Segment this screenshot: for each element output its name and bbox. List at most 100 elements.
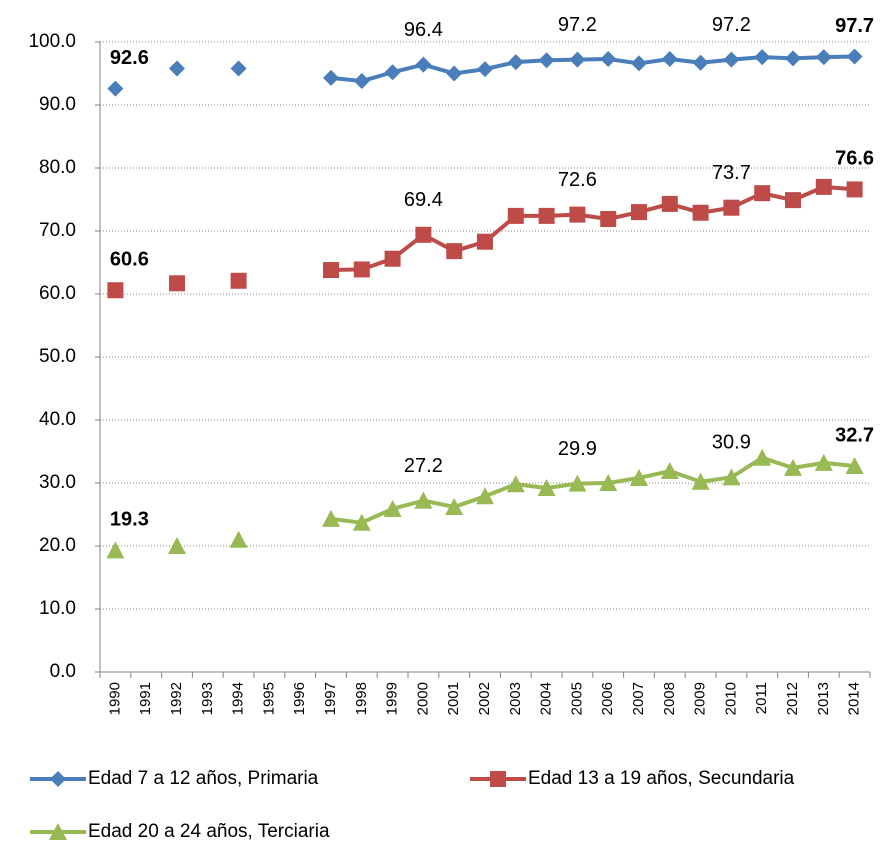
marker — [723, 199, 740, 216]
marker — [230, 272, 247, 289]
x-tick-label: 2012 — [784, 682, 801, 715]
data-label: 69.4 — [404, 189, 443, 211]
marker — [815, 49, 832, 66]
marker — [599, 474, 618, 491]
y-tick-label: 20.0 — [39, 535, 76, 556]
marker — [754, 185, 771, 202]
marker — [784, 458, 802, 476]
legend-label: Edad 13 a 19 años, Secundaria — [528, 768, 795, 789]
marker — [569, 51, 586, 68]
marker — [384, 250, 401, 267]
marker — [169, 60, 185, 77]
marker — [323, 262, 339, 279]
marker — [845, 456, 864, 474]
marker — [691, 472, 710, 490]
x-tick-label: 1992 — [168, 682, 185, 715]
y-tick-label: 100.0 — [28, 31, 76, 52]
x-tick-label: 2001 — [445, 682, 462, 715]
x-tick-label: 2008 — [661, 682, 678, 715]
marker — [723, 51, 740, 68]
data-label: 29.9 — [558, 438, 597, 460]
marker — [414, 491, 433, 509]
x-tick-label: 2000 — [414, 682, 431, 715]
data-label: 30.9 — [712, 432, 751, 454]
marker — [168, 537, 186, 554]
y-tick-label: 60.0 — [39, 283, 76, 304]
marker — [353, 73, 370, 90]
marker — [846, 48, 863, 65]
data-label: 76.6 — [835, 148, 874, 170]
marker — [476, 487, 494, 505]
x-tick-label: 2011 — [753, 682, 770, 714]
data-label: 73.7 — [712, 162, 751, 184]
x-tick-label: 2004 — [538, 682, 555, 715]
marker — [814, 453, 833, 471]
marker — [785, 192, 801, 209]
data-label: 97.7 — [835, 15, 874, 37]
marker — [353, 261, 370, 278]
y-tick-label: 30.0 — [39, 472, 76, 493]
marker — [630, 468, 648, 486]
y-tick-label: 70.0 — [39, 220, 76, 241]
marker — [107, 282, 124, 299]
y-tick-label: 80.0 — [39, 157, 76, 178]
marker — [722, 468, 741, 486]
marker — [538, 52, 555, 69]
marker — [600, 211, 617, 228]
x-tick-label: 1990 — [106, 682, 123, 715]
legend-marker — [49, 823, 67, 840]
data-label: 96.4 — [404, 19, 443, 41]
marker — [537, 479, 556, 497]
marker — [506, 475, 525, 493]
data-label: 92.6 — [110, 47, 149, 69]
marker — [384, 64, 401, 81]
marker — [230, 60, 247, 77]
y-tick-label: 50.0 — [39, 346, 76, 367]
marker — [477, 233, 493, 250]
x-tick-label: 2013 — [815, 682, 832, 715]
marker — [352, 513, 371, 531]
data-label: 60.6 — [110, 249, 149, 271]
x-tick-label: 1995 — [260, 682, 277, 715]
data-label: 97.2 — [558, 14, 597, 36]
x-tick-label: 2014 — [846, 682, 863, 715]
marker — [322, 509, 340, 527]
marker — [569, 206, 586, 223]
series-line — [330, 54, 855, 84]
marker — [815, 178, 832, 195]
data-label: 19.3 — [110, 509, 149, 531]
legend-marker — [50, 771, 66, 787]
marker — [323, 69, 339, 86]
marker — [446, 65, 463, 82]
data-label: 97.2 — [712, 14, 751, 36]
legend-label: Edad 7 a 12 años, Primaria — [88, 768, 319, 789]
y-tick-label: 40.0 — [39, 409, 76, 430]
x-tick-label: 2003 — [507, 682, 524, 715]
marker — [660, 462, 679, 480]
marker — [600, 51, 617, 68]
x-tick-label: 2010 — [722, 682, 739, 715]
x-tick-label: 1991 — [137, 682, 154, 715]
x-tick-label: 1994 — [230, 682, 247, 715]
x-tick-label: 1998 — [353, 682, 370, 715]
marker — [538, 207, 555, 224]
marker — [785, 50, 801, 67]
marker — [446, 243, 463, 260]
y-tick-label: 10.0 — [39, 598, 76, 619]
marker — [631, 55, 647, 72]
data-label: 27.2 — [404, 455, 443, 477]
x-tick-label: 2005 — [568, 682, 585, 715]
marker — [631, 204, 647, 221]
marker — [846, 181, 863, 198]
data-label: 32.7 — [835, 424, 874, 446]
marker — [169, 275, 185, 292]
y-tick-label: 0.0 — [50, 661, 76, 682]
marker — [107, 80, 124, 97]
x-tick-label: 1997 — [322, 682, 339, 715]
x-tick-label: 1999 — [384, 682, 401, 715]
marker — [445, 497, 464, 515]
x-tick-label: 1996 — [291, 682, 308, 715]
marker — [753, 448, 772, 466]
marker — [692, 204, 709, 221]
